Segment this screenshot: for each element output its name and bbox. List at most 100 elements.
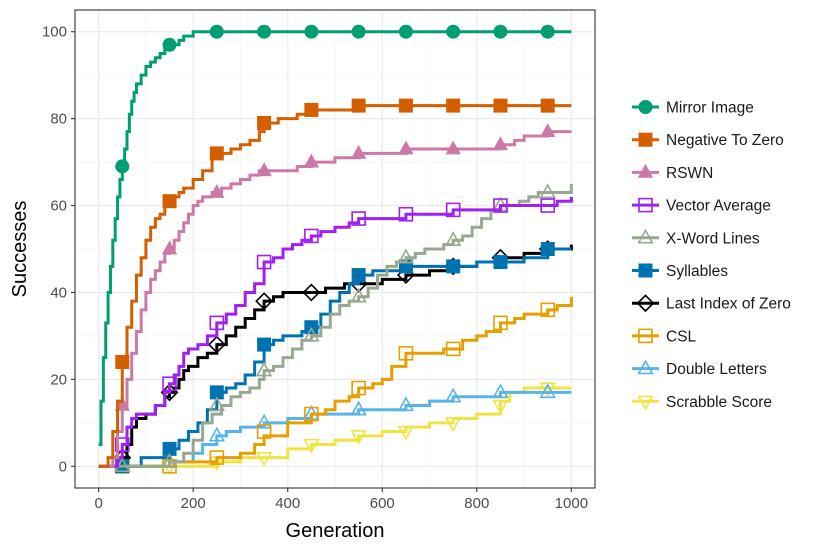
legend-swatch-marker [638, 100, 653, 114]
series-marker [161, 240, 178, 255]
legend-swatch-marker [636, 294, 655, 313]
series-vector-average [98, 196, 573, 468]
series-marker [539, 382, 556, 398]
legend-swatch-marker [638, 328, 653, 344]
series-marker [350, 400, 367, 416]
series-marker [303, 326, 320, 342]
legend-item: X-Word Lines [632, 228, 760, 247]
y-tick-label: 60 [50, 198, 67, 215]
legend-label: Negative To Zero [666, 132, 784, 149]
legend-item: Double Letters [632, 359, 767, 378]
series-marker [255, 361, 273, 377]
series-marker [303, 153, 320, 168]
y-tick-label: 100 [42, 24, 67, 41]
legend-swatch-marker [637, 395, 654, 411]
series-marker [162, 194, 177, 209]
series-marker [255, 413, 273, 429]
series-marker [351, 268, 366, 283]
series-marker [445, 341, 461, 357]
legend-label: CSL [666, 328, 697, 345]
legend-item: Syllables [632, 263, 728, 280]
series-marker [446, 24, 461, 39]
series-marker [256, 424, 272, 439]
legend-item: Negative To Zero [632, 132, 784, 149]
series-marker [540, 242, 555, 256]
series-marker [539, 383, 556, 399]
series-marker [351, 98, 366, 113]
legend-swatch-marker [638, 197, 653, 213]
series-marker [398, 24, 413, 39]
series-marker [445, 140, 461, 155]
series-marker [351, 211, 366, 226]
legend-item: Mirror Image [632, 100, 754, 117]
series-marker [114, 437, 130, 452]
series-lines [98, 24, 573, 476]
legend-item: Vector Average [632, 198, 771, 215]
series-marker [256, 254, 272, 270]
legend-swatch-marker [637, 359, 654, 375]
y-tick-label: 40 [50, 284, 67, 301]
legend-swatch-marker [638, 263, 653, 278]
series-marker [540, 24, 555, 39]
series-line [98, 130, 572, 468]
series-marker [162, 37, 177, 52]
series-marker [445, 387, 462, 403]
series-marker [257, 337, 272, 352]
legend-label: RSWN [666, 165, 713, 182]
x-tick-label: 600 [370, 495, 395, 512]
series-marker [207, 335, 226, 354]
x-tick-label: 1000 [555, 495, 588, 512]
series-marker [302, 283, 321, 302]
series-marker [304, 406, 319, 422]
plot-border [74, 9, 596, 489]
series-marker [493, 315, 508, 331]
series-marker [540, 98, 555, 113]
series-marker [397, 396, 415, 412]
series-marker [398, 140, 414, 155]
series-marker [539, 183, 556, 199]
legend-label: X-Word Lines [666, 230, 760, 247]
series-marker [209, 315, 225, 331]
series-marker [208, 396, 225, 412]
series-mirror-image [98, 24, 572, 447]
series-marker [161, 452, 178, 468]
series-negative-to-zero [98, 98, 572, 468]
series-line [98, 296, 573, 468]
x-tick-label: 800 [464, 495, 489, 512]
legend-item: Last Index of Zero [632, 294, 791, 313]
series-marker [397, 248, 415, 264]
series-marker [115, 159, 130, 174]
x-axis-title: Generation [286, 520, 385, 542]
series-marker [255, 451, 273, 467]
legend-swatch-marker [637, 228, 654, 244]
legend-label: Double Letters [666, 361, 767, 378]
legend-label: Scrabble Score [666, 394, 772, 411]
series-marker [540, 302, 556, 318]
series-line [98, 196, 573, 468]
series-marker [304, 102, 319, 117]
series-marker [350, 144, 367, 159]
legend-label: Vector Average [666, 198, 771, 215]
series-marker [445, 202, 461, 218]
series-marker [540, 198, 556, 213]
series-marker [445, 417, 462, 432]
legend-label: Last Index of Zero [666, 296, 791, 313]
legend-label: Syllables [666, 263, 728, 280]
series-marker [304, 24, 319, 39]
series-marker [350, 287, 367, 303]
series-marker [398, 98, 413, 113]
legend-swatch-marker [638, 132, 653, 147]
series-marker [398, 345, 414, 361]
series-marker [397, 425, 415, 441]
series-marker [398, 206, 414, 222]
series-marker [115, 354, 130, 369]
y-tick-label: 0 [59, 458, 67, 475]
legend-item: RSWN [632, 163, 713, 182]
legend: Mirror Image Negative To Zero RSWN Vector A… [632, 100, 791, 411]
series-marker [255, 292, 274, 311]
series-marker [492, 383, 509, 399]
series-marker [162, 376, 177, 392]
series-marker [351, 380, 366, 396]
y-tick-label: 80 [50, 111, 67, 128]
